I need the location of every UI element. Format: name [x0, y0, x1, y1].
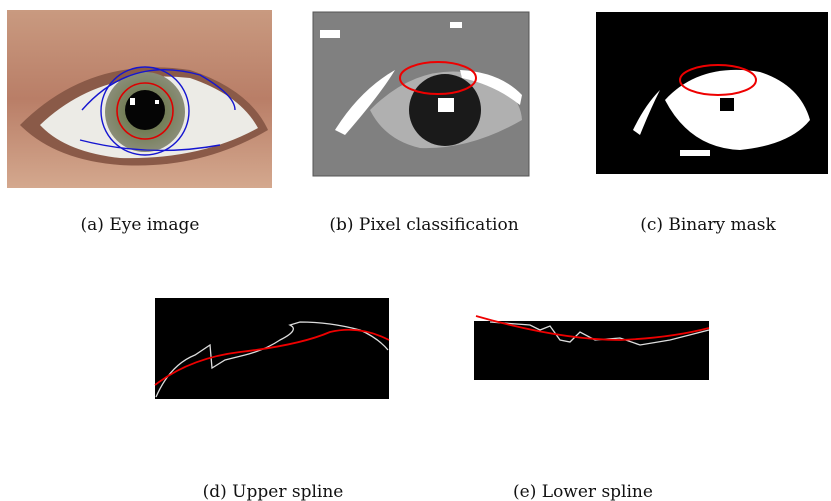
binary-mask [596, 12, 828, 174]
upper-spline-image [155, 298, 389, 399]
lower-spline-image [474, 316, 709, 380]
caption: (e) Lower spline [513, 482, 653, 501]
eye-image [7, 10, 272, 188]
classification-image [313, 12, 529, 176]
caption: (b) Pixel classification [329, 215, 518, 235]
caption: (c) Binary mask [640, 215, 776, 235]
caption: (d) Upper spline [203, 482, 344, 501]
caption: (a) Eye image [81, 215, 200, 235]
figure: (a) Eye image (b) Pixel classification (… [0, 0, 831, 501]
